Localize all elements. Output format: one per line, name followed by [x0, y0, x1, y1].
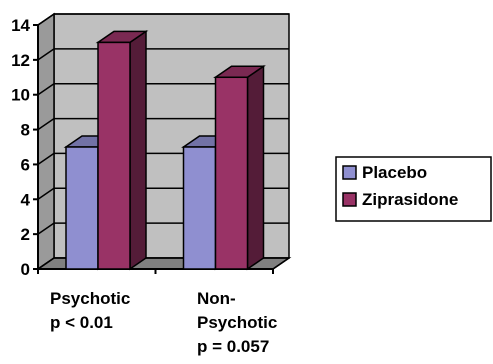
y-tick-label: 12 [11, 51, 30, 70]
y-tick-label: 10 [11, 86, 30, 105]
bar-side [129, 30, 147, 271]
gridline [37, 117, 289, 131]
y-tick-label: 0 [21, 260, 30, 279]
y-tick-label: 8 [21, 121, 30, 140]
x-axis-end [272, 257, 290, 270]
legend-swatch [342, 192, 357, 207]
legend-box [335, 156, 492, 222]
bar-front [65, 146, 99, 270]
legend-label: Placebo [362, 163, 427, 182]
category-label-line: p < 0.01 [50, 313, 113, 332]
bar-front [214, 76, 249, 270]
y-tick-label: 14 [11, 16, 30, 35]
bar-ziprasidone-0 [95, 30, 149, 271]
legend: Placebo Ziprasidone [335, 156, 492, 222]
y-tick-label: 4 [21, 190, 31, 209]
category-label: Non- Psychotic p = 0.057 [197, 289, 277, 356]
y-tick-label: 6 [21, 155, 30, 174]
bar-front [182, 146, 217, 270]
gridline [37, 82, 289, 96]
legend-label: Ziprasidone [362, 190, 458, 209]
category-label-line: Psychotic [197, 313, 277, 332]
category-label-line: Non- [197, 289, 236, 308]
bars [63, 30, 266, 271]
category-label-line: Psychotic [50, 289, 130, 308]
bar-ziprasidone-1 [213, 64, 266, 271]
bar-side [246, 64, 265, 271]
category-label: Psychotic p < 0.01 [50, 289, 130, 332]
legend-swatch [342, 165, 357, 180]
side-wall [37, 12, 55, 271]
bar-front [97, 41, 131, 270]
category-labels: Psychotic p < 0.01 Non- Psychotic p = 0.057 [50, 289, 277, 356]
category-label-line: p = 0.057 [197, 337, 269, 356]
gridline [37, 13, 289, 26]
y-tick-label: 2 [21, 225, 30, 244]
y-tick-labels: 0 2 4 6 8 10 12 14 [11, 16, 30, 279]
gridline [37, 48, 289, 61]
